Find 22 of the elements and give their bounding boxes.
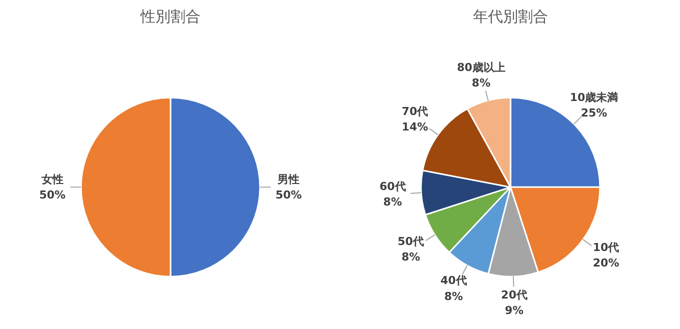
data-label: 8%: [444, 290, 463, 303]
data-label: 9%: [504, 304, 524, 318]
slice-label: 10歳未満: [570, 91, 618, 104]
data-label: 50%: [39, 188, 66, 202]
slice-label: 女性: [40, 172, 64, 186]
chart-title: 年代別割合: [473, 8, 548, 26]
slice-label: 男性: [276, 172, 300, 186]
slice-label: 40代: [440, 274, 467, 288]
slice-label: 20代: [501, 288, 528, 302]
data-label: 50%: [275, 188, 302, 202]
slice-label: 10代: [592, 240, 620, 254]
data-label: 8%: [383, 196, 402, 209]
data-label: 25%: [580, 106, 608, 120]
data-label: 14%: [402, 120, 428, 134]
data-label: 8%: [472, 76, 490, 90]
data-label: 8%: [401, 250, 420, 264]
slice-label: 80歳以上: [456, 60, 506, 74]
slice-label: 60代: [379, 180, 406, 194]
chart-title: 性別割合: [140, 8, 200, 26]
data-label: 20%: [592, 256, 620, 270]
slice-label: 50代: [398, 234, 424, 248]
slice-label: 70代: [402, 104, 428, 118]
